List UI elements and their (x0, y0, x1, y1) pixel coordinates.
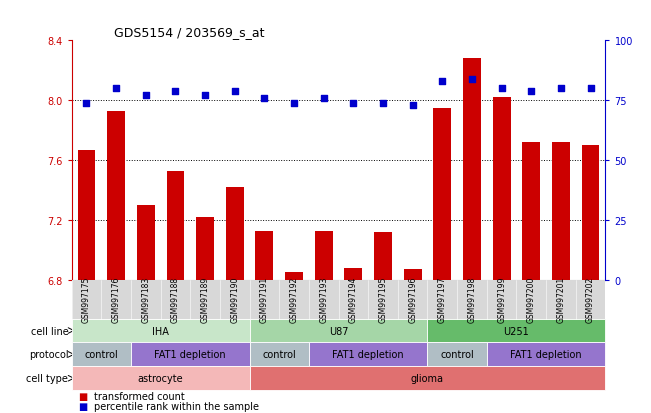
Bar (196, 218, 214, 280)
Point (497, 86, 507, 93)
Text: GSM997193: GSM997193 (319, 276, 328, 323)
Bar (167, 171, 184, 280)
Point (467, 76, 477, 83)
Text: control: control (440, 349, 474, 359)
Bar (226, 188, 243, 280)
Text: GSM997188: GSM997188 (171, 277, 180, 323)
Point (170, 88, 180, 95)
Text: IHA: IHA (152, 326, 169, 336)
Text: GSM997198: GSM997198 (467, 276, 477, 323)
Text: FAT1 depletion: FAT1 depletion (510, 349, 582, 359)
Text: GDS5154 / 203569_s_at: GDS5154 / 203569_s_at (115, 26, 265, 39)
Bar (315, 231, 333, 280)
Point (200, 93, 210, 100)
Text: control: control (262, 349, 296, 359)
Bar (344, 268, 362, 280)
Text: ■: ■ (78, 401, 87, 411)
Text: GSM997176: GSM997176 (111, 276, 120, 323)
Point (437, 78, 447, 85)
Point (111, 86, 121, 93)
Text: cell type: cell type (27, 373, 68, 383)
Text: FAT1 depletion: FAT1 depletion (333, 349, 404, 359)
Bar (107, 112, 125, 280)
Bar (374, 233, 392, 280)
Bar (434, 109, 451, 280)
Bar (493, 98, 510, 280)
Text: GSM997197: GSM997197 (438, 276, 447, 323)
Text: GSM997202: GSM997202 (586, 276, 595, 323)
Point (81, 100, 92, 107)
Point (408, 102, 418, 109)
Bar (404, 270, 422, 280)
Text: FAT1 depletion: FAT1 depletion (154, 349, 226, 359)
Text: GSM997192: GSM997192 (290, 276, 299, 323)
Text: control: control (85, 349, 118, 359)
Text: GSM997194: GSM997194 (349, 276, 358, 323)
Text: GSM997199: GSM997199 (497, 276, 506, 323)
Text: transformed count: transformed count (94, 391, 185, 401)
Text: percentile rank within the sample: percentile rank within the sample (94, 401, 259, 411)
Bar (285, 273, 303, 280)
Text: GSM997201: GSM997201 (557, 276, 566, 323)
Point (289, 100, 299, 107)
Bar (552, 143, 570, 280)
Text: GSM997196: GSM997196 (408, 276, 417, 323)
Point (259, 95, 270, 102)
Point (526, 88, 536, 95)
Text: U87: U87 (329, 326, 348, 336)
Text: GSM997183: GSM997183 (141, 276, 150, 323)
Bar (255, 231, 273, 280)
Text: ■: ■ (78, 391, 87, 401)
Text: GSM997190: GSM997190 (230, 276, 239, 323)
Text: GSM997175: GSM997175 (82, 276, 91, 323)
Text: cell line: cell line (31, 326, 68, 336)
Point (348, 100, 359, 107)
Bar (582, 146, 600, 280)
Bar (463, 59, 481, 280)
Text: astrocyte: astrocyte (138, 373, 184, 383)
Text: GSM997200: GSM997200 (527, 276, 536, 323)
Bar (137, 206, 155, 280)
Point (141, 93, 151, 100)
Text: GSM997191: GSM997191 (260, 276, 269, 323)
Text: GSM997195: GSM997195 (378, 276, 387, 323)
Bar (77, 150, 95, 280)
Text: GSM997189: GSM997189 (201, 276, 210, 323)
Point (585, 86, 596, 93)
Text: U251: U251 (504, 326, 529, 336)
Point (230, 88, 240, 95)
Text: protocol: protocol (29, 349, 68, 359)
Point (556, 86, 566, 93)
Point (318, 95, 329, 102)
Text: glioma: glioma (411, 373, 444, 383)
Point (378, 100, 388, 107)
Bar (522, 143, 540, 280)
